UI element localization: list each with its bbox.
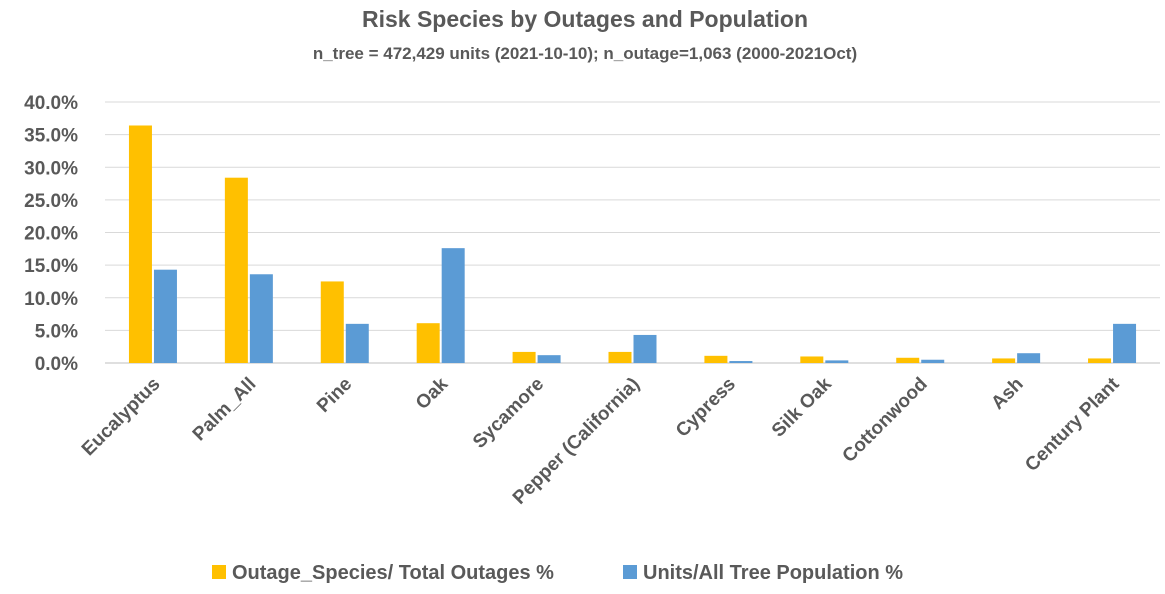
x-tick-label: Cypress bbox=[672, 374, 740, 442]
bar-population-2 bbox=[345, 323, 369, 363]
bar-population-5 bbox=[633, 334, 657, 363]
chart-subtitle: n_tree = 472,429 units (2021-10-10); n_o… bbox=[313, 44, 857, 63]
bar-outage-3 bbox=[416, 323, 440, 363]
x-axis-ticks: Eucalyptus Palm_All Pine Oak SycamorePepper … bbox=[78, 373, 1124, 509]
bars bbox=[128, 125, 1137, 364]
bar-population-9 bbox=[1017, 353, 1041, 363]
bar-outage-7 bbox=[800, 356, 824, 363]
x-tick-label: Palm_All bbox=[189, 374, 261, 446]
bar-outage-5 bbox=[608, 351, 632, 363]
y-axis-ticks: 0.0% 5.0% 10.0% 15.0% 20.0% 25.0% 30.0% 35.0% 40… bbox=[24, 93, 78, 375]
bar-outage-1 bbox=[224, 177, 248, 363]
bar-population-1 bbox=[249, 274, 273, 363]
y-tick-label: 30.0% bbox=[24, 158, 78, 179]
gridlines bbox=[105, 101, 1160, 364]
chart-title: Risk Species by Outages and Population bbox=[362, 6, 808, 32]
bar-population-7 bbox=[825, 360, 849, 363]
bar-outage-6 bbox=[704, 355, 728, 363]
y-tick-label: 40.0% bbox=[24, 93, 78, 114]
x-tick-label: Ash bbox=[987, 374, 1027, 414]
x-tick-label: Century Plant bbox=[1021, 373, 1124, 476]
bar-outage-0 bbox=[128, 125, 152, 364]
legend-swatch bbox=[623, 565, 637, 579]
legend-label: Outage_Species/ Total Outages % bbox=[232, 562, 554, 584]
x-tick-label: Oak bbox=[412, 373, 453, 414]
x-tick-label: Sycamore bbox=[469, 374, 548, 453]
bar-population-10 bbox=[1113, 323, 1137, 363]
x-tick-label: Cottonwood bbox=[839, 374, 932, 467]
y-tick-label: 25.0% bbox=[24, 191, 78, 212]
bar-outage-8 bbox=[896, 357, 920, 363]
y-tick-label: 15.0% bbox=[24, 256, 78, 277]
x-tick-label: Pine bbox=[313, 374, 356, 417]
legend-swatch bbox=[212, 565, 226, 579]
legend: Outage_Species/ Total Outages % Units/All… bbox=[212, 562, 903, 584]
x-tick-label: Eucalyptus bbox=[78, 374, 165, 461]
bar-population-0 bbox=[153, 269, 177, 363]
bar-outage-4 bbox=[512, 351, 536, 363]
bar-population-3 bbox=[441, 248, 465, 363]
bar-outage-9 bbox=[992, 358, 1016, 363]
y-tick-label: 0.0% bbox=[35, 354, 78, 375]
y-tick-label: 35.0% bbox=[24, 126, 78, 147]
bar-population-8 bbox=[921, 359, 945, 363]
bar-population-4 bbox=[537, 355, 561, 363]
bar-outage-2 bbox=[320, 281, 344, 363]
y-tick-label: 5.0% bbox=[35, 321, 78, 342]
x-tick-label: Silk Oak bbox=[768, 373, 836, 441]
legend-label: Units/All Tree Population % bbox=[643, 562, 903, 584]
y-tick-label: 20.0% bbox=[24, 224, 78, 245]
bar-outage-10 bbox=[1088, 358, 1112, 363]
y-tick-label: 10.0% bbox=[24, 289, 78, 310]
bar-population-6 bbox=[729, 361, 753, 363]
